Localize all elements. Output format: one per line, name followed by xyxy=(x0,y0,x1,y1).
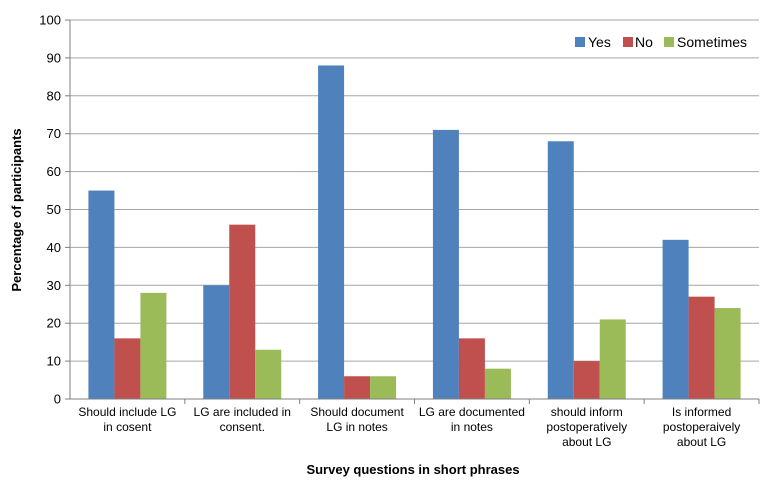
legend-swatch-sometimes xyxy=(664,37,674,47)
y-tick-label: 90 xyxy=(47,50,61,65)
x-category-label-line: LG are included in xyxy=(194,405,291,419)
y-tick-label: 70 xyxy=(47,126,61,141)
x-category-label: Should document LG in notes xyxy=(310,405,404,434)
bar-yes-2 xyxy=(203,285,230,399)
x-category-label-line: about LG xyxy=(677,435,726,449)
y-tick-label: 100 xyxy=(39,13,61,28)
x-category-label-line: about LG xyxy=(562,435,611,449)
y-tick-labels: 0 10 20 30 40 50 60 70 80 90 100 xyxy=(39,13,61,407)
bar-no-4 xyxy=(458,338,485,399)
x-category-label: LG are documented in notes xyxy=(419,405,525,434)
bar-no-6 xyxy=(688,296,715,399)
y-tick-label: 10 xyxy=(47,354,61,369)
legend-label-no: No xyxy=(635,34,653,50)
x-category-label-line: in notes xyxy=(451,420,493,434)
y-tick-label: 50 xyxy=(47,202,61,217)
gridlines xyxy=(65,19,759,400)
bar-sometimes-3 xyxy=(370,376,397,399)
axes xyxy=(69,20,760,404)
bar-sometimes-1 xyxy=(140,292,167,399)
y-tick-label: 20 xyxy=(47,316,61,331)
bar-yes-3 xyxy=(318,65,345,399)
bar-no-5 xyxy=(573,361,600,399)
bar-yes-1 xyxy=(88,190,115,399)
x-category-label: Is informed postoperaively about LG xyxy=(663,405,740,449)
bar-sometimes-4 xyxy=(484,368,511,399)
legend-swatch-no xyxy=(623,37,633,47)
bar-sometimes-5 xyxy=(599,319,626,399)
y-tick-label: 80 xyxy=(47,88,61,103)
bars xyxy=(88,65,741,399)
x-category-label-line: Is informed xyxy=(672,405,731,419)
x-category-label: LG are included in consent. xyxy=(194,405,291,434)
bar-yes-6 xyxy=(662,239,689,399)
bar-no-3 xyxy=(344,376,371,399)
y-axis-title: Percentage of participants xyxy=(9,128,24,291)
x-category-label-line: in cosent xyxy=(103,420,152,434)
x-category-label-line: postoperaively xyxy=(663,420,740,434)
bar-sometimes-6 xyxy=(714,308,741,399)
x-category-label-line: LG in notes xyxy=(326,420,387,434)
legend: Yes No Sometimes xyxy=(575,34,747,50)
x-category-label-line: Should document xyxy=(310,405,404,419)
x-category-label: Should include LG in cosent xyxy=(78,405,176,434)
bar-yes-5 xyxy=(547,141,574,399)
x-axis-title: Survey questions in short phrases xyxy=(306,462,519,477)
x-category-label-line: consent. xyxy=(220,420,265,434)
x-category-label-line: should inform xyxy=(551,405,623,419)
bar-yes-4 xyxy=(432,129,459,399)
x-category-label-line: Should include LG xyxy=(78,405,176,419)
bar-no-1 xyxy=(114,338,141,399)
x-category-labels: Should include LG in cosent LG are include… xyxy=(78,405,740,449)
y-tick-label: 30 xyxy=(47,278,61,293)
x-category-label-line: LG are documented xyxy=(419,405,525,419)
legend-label-sometimes: Sometimes xyxy=(677,34,747,50)
x-category-label: should inform postoperatively about LG xyxy=(546,405,627,449)
legend-label-yes: Yes xyxy=(588,34,611,50)
x-category-label-line: postoperatively xyxy=(546,420,627,434)
y-tick-label: 60 xyxy=(47,164,61,179)
legend-swatch-yes xyxy=(575,37,585,47)
bar-no-2 xyxy=(229,224,256,399)
y-tick-label: 40 xyxy=(47,240,61,255)
y-tick-label: 0 xyxy=(54,392,61,407)
bar-sometimes-2 xyxy=(255,349,282,399)
